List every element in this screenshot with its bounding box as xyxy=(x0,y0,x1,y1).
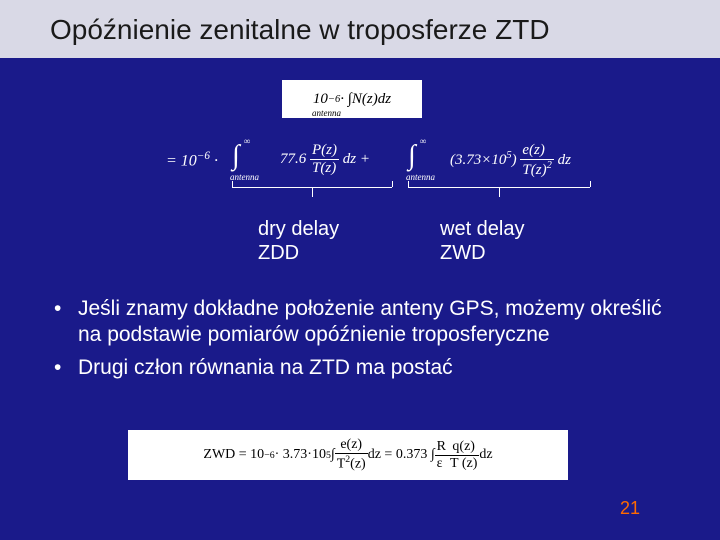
bullet-item: Drugi człon równania na ZTD ma postać xyxy=(54,355,664,381)
label-wet-delay: wet delayZWD xyxy=(440,217,525,265)
slide: Opóźnienie zenitalne w troposferze ZTD 1… xyxy=(0,0,720,540)
equation-zwd-box: ZWD = 10−6 · 3.73·105 ∫ e(z)T2(z) dz = 0… xyxy=(128,430,568,480)
equation-main-sublabel: antenna xyxy=(312,108,341,118)
equation-expanded-prefix: = 10−6 · xyxy=(166,150,218,170)
equation-term-wet: (3.73×105) e(z)T(z)2 dz xyxy=(450,142,571,179)
integral-2-lower: antenna xyxy=(406,172,435,182)
integral-2-upper: ∞ xyxy=(420,136,426,146)
integral-1: ∫ xyxy=(232,140,240,172)
bullet-item: Jeśli znamy dokładne położenie anteny GP… xyxy=(54,296,664,349)
label-dry-delay: dry delayZDD xyxy=(258,217,339,265)
integral-2: ∫ xyxy=(408,140,416,172)
slide-title: Opóźnienie zenitalne w troposferze ZTD xyxy=(50,14,550,46)
equation-main-box: 10−6 · ∫ N(z)dz xyxy=(282,80,422,118)
integral-1-upper: ∞ xyxy=(244,136,250,146)
integral-1-lower: antenna xyxy=(230,172,259,182)
equation-term-dry: 77.6 P(z)T(z) dz + xyxy=(280,142,370,177)
bullet-list: Jeśli znamy dokładne położenie anteny GP… xyxy=(54,296,664,387)
page-number: 21 xyxy=(620,498,640,519)
